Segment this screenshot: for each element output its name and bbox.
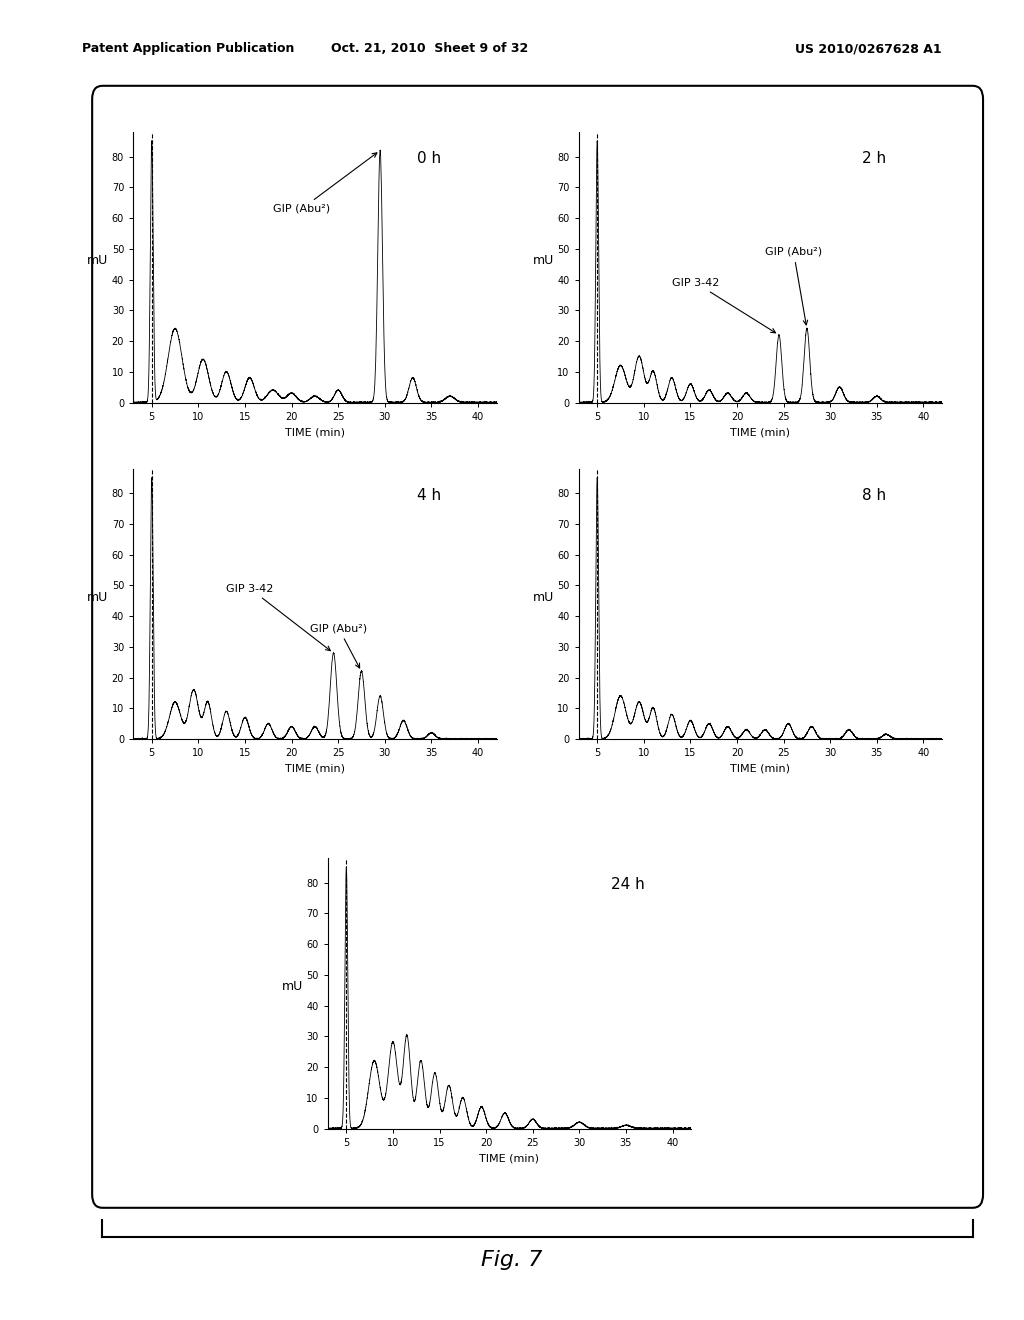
Text: 24 h: 24 h: [611, 876, 645, 892]
Y-axis label: mU: mU: [282, 981, 303, 994]
X-axis label: TIME (min): TIME (min): [479, 1154, 540, 1163]
X-axis label: TIME (min): TIME (min): [730, 428, 791, 437]
Text: GIP (Abu²): GIP (Abu²): [310, 623, 368, 668]
Text: GIP 3-42: GIP 3-42: [672, 277, 775, 333]
Text: GIP (Abu²): GIP (Abu²): [273, 153, 377, 214]
Text: Fig. 7: Fig. 7: [481, 1250, 543, 1270]
Text: GIP 3-42: GIP 3-42: [226, 583, 331, 651]
Text: Patent Application Publication: Patent Application Publication: [82, 42, 294, 55]
Text: Oct. 21, 2010  Sheet 9 of 32: Oct. 21, 2010 Sheet 9 of 32: [332, 42, 528, 55]
Y-axis label: mU: mU: [532, 591, 554, 605]
Text: 8 h: 8 h: [862, 487, 886, 503]
Y-axis label: mU: mU: [87, 255, 109, 268]
X-axis label: TIME (min): TIME (min): [285, 764, 345, 774]
Y-axis label: mU: mU: [532, 255, 554, 268]
Y-axis label: mU: mU: [87, 591, 109, 605]
X-axis label: TIME (min): TIME (min): [730, 764, 791, 774]
Text: 2 h: 2 h: [862, 150, 886, 166]
Text: 4 h: 4 h: [417, 487, 440, 503]
Text: GIP (Abu²): GIP (Abu²): [765, 247, 822, 325]
X-axis label: TIME (min): TIME (min): [285, 428, 345, 437]
Text: 0 h: 0 h: [417, 150, 440, 166]
Text: US 2010/0267628 A1: US 2010/0267628 A1: [796, 42, 942, 55]
